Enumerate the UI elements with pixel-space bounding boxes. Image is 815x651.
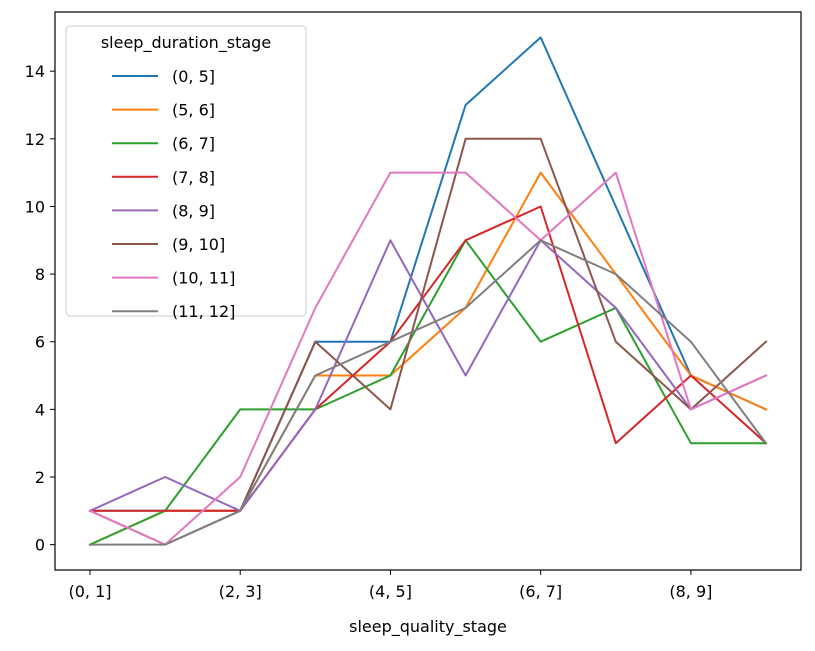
- y-axis: 0 2 4 6 8 10 12 14: [25, 62, 55, 555]
- y-tick-label: 6: [35, 333, 45, 352]
- legend-label: (7, 8]: [172, 168, 215, 187]
- y-tick-label: 4: [35, 400, 45, 419]
- legend-label: (8, 9]: [172, 201, 215, 220]
- legend-label: (11, 12]: [172, 302, 235, 321]
- legend-label: (5, 6]: [172, 101, 215, 120]
- y-tick-label: 12: [25, 130, 45, 149]
- series-line-7: [89, 239, 768, 546]
- x-axis-title: sleep_quality_stage: [349, 617, 507, 637]
- x-tick-label: (0, 1]: [68, 582, 111, 601]
- y-tick-label: 10: [25, 197, 45, 216]
- x-tick-label: (4, 5]: [369, 582, 412, 601]
- legend-items: (0, 5] (5, 6] (6, 7] (7, 8] (8, 9] (9, 10] (10…: [112, 67, 235, 321]
- x-tick-label: (8, 9]: [669, 582, 712, 601]
- y-tick-label: 8: [35, 265, 45, 284]
- x-tick-label: (6, 7]: [519, 582, 562, 601]
- legend-label: (10, 11]: [172, 269, 235, 288]
- legend-label: (9, 10]: [172, 235, 225, 254]
- legend: sleep_duration_stage (0, 5](5, 6](6, 7](…: [65, 25, 307, 321]
- y-tick-label: 2: [35, 468, 45, 487]
- y-tick-label: 14: [25, 62, 45, 81]
- legend-label: (6, 7]: [172, 134, 215, 153]
- x-axis: (0, 1] (2, 3] (4, 5] (6, 7] (8, 9]: [68, 570, 712, 601]
- legend-label: (0, 5]: [172, 67, 215, 86]
- x-tick-label: (2, 3]: [219, 582, 262, 601]
- legend-title: sleep_duration_stage: [101, 33, 271, 53]
- y-tick-label: 0: [35, 536, 45, 555]
- series-line-6: [88, 171, 768, 546]
- plot-frame: [54, 11, 802, 571]
- series-line-4: [88, 239, 768, 513]
- series-lines: [88, 36, 768, 546]
